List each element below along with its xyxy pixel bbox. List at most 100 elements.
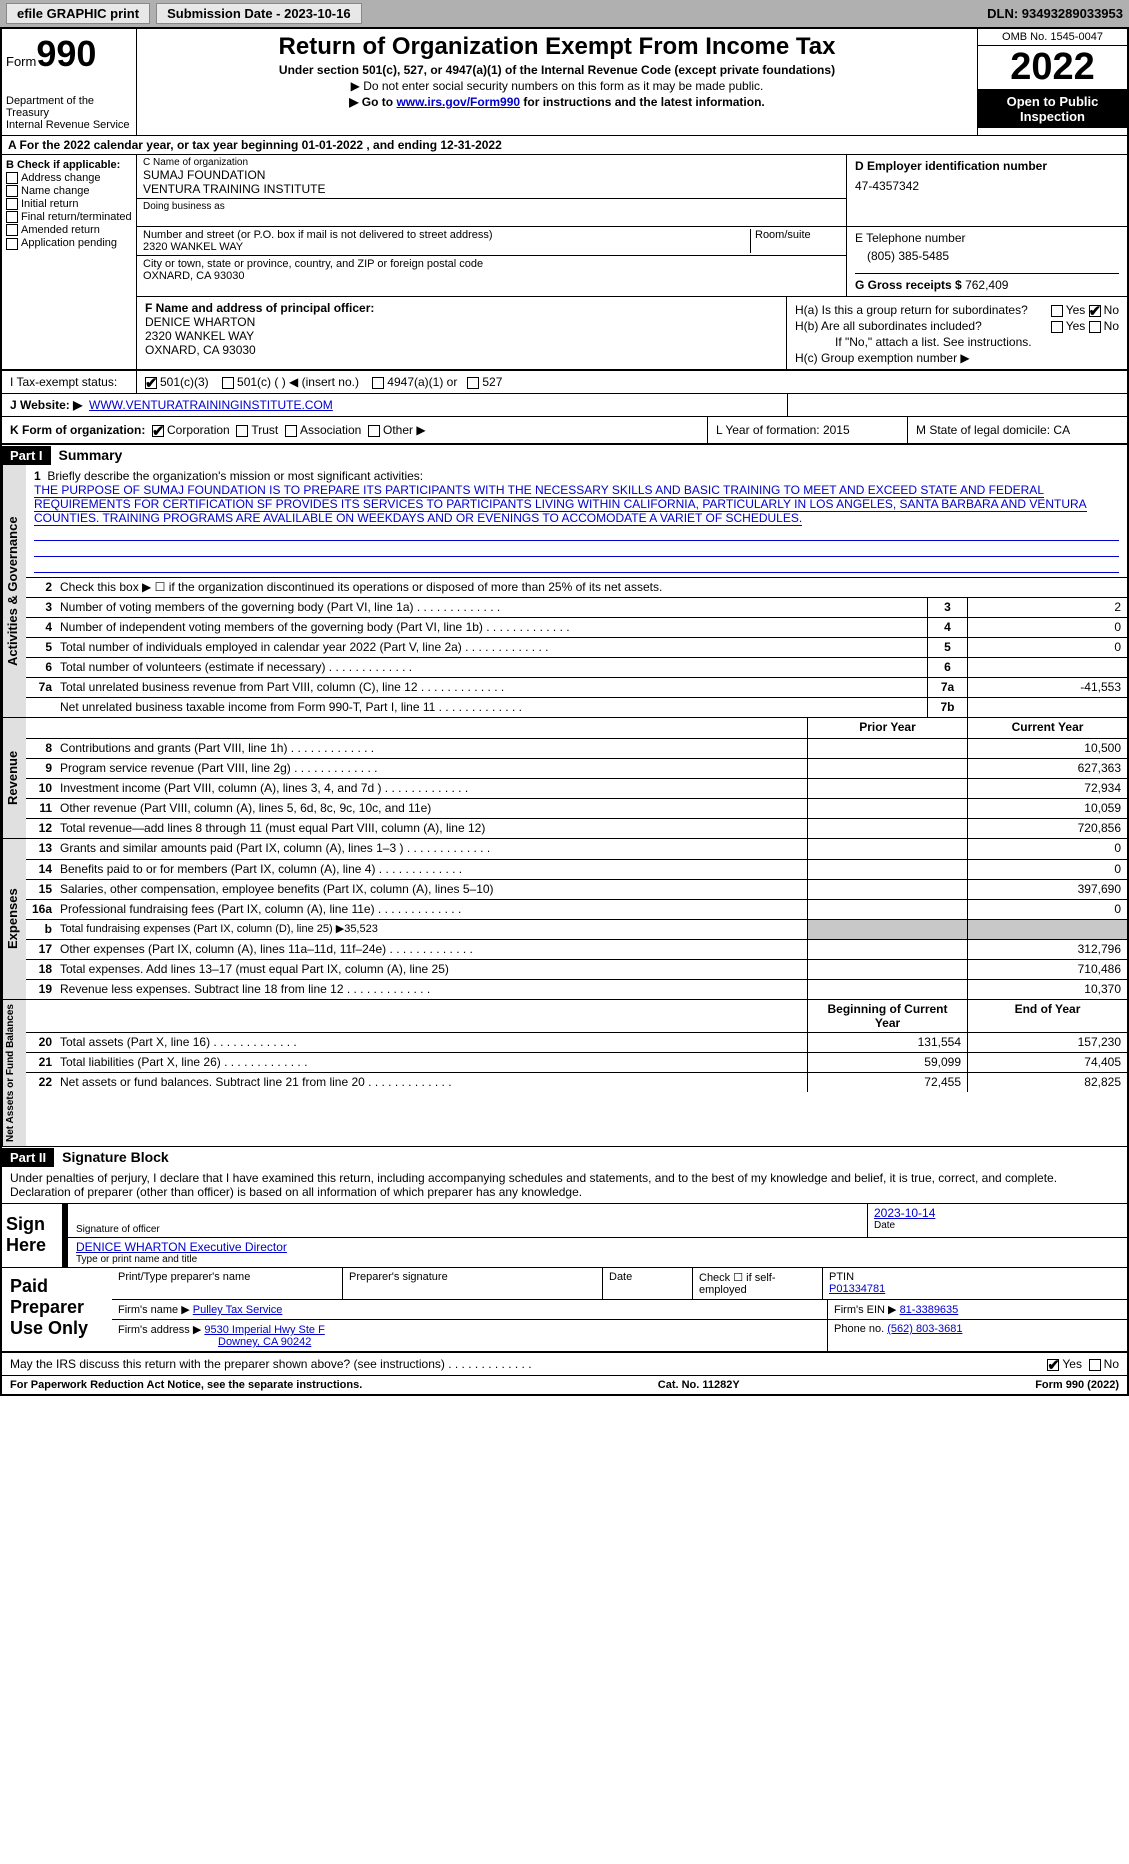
form-number: 990	[36, 33, 96, 74]
officer-name: DENICE WHARTON	[145, 315, 778, 329]
paid-preparer-label: Paid Preparer Use Only	[2, 1268, 112, 1351]
curr-year-hdr: Current Year	[967, 718, 1127, 738]
dba-label: Doing business as	[143, 201, 840, 212]
box-e-label: E Telephone number	[855, 231, 1119, 245]
name-title-label: Type or print name and title	[76, 1254, 1121, 1265]
c18: 710,486	[967, 960, 1127, 979]
discuss-label: May the IRS discuss this return with the…	[10, 1357, 532, 1371]
box-c-name-label: C Name of organization	[143, 157, 840, 168]
hb-note: If "No," attach a list. See instructions…	[795, 335, 1119, 349]
k-trust: Trust	[251, 423, 278, 437]
c10: 72,934	[967, 779, 1127, 798]
paperwork-notice: For Paperwork Reduction Act Notice, see …	[10, 1379, 362, 1391]
form-prefix: Form	[6, 54, 36, 69]
line11: Other revenue (Part VIII, column (A), li…	[56, 799, 807, 818]
sign-here-label: Sign Here	[2, 1204, 62, 1267]
501c: 501(c) ( ) ◀ (insert no.)	[237, 375, 359, 389]
beg-year-hdr: Beginning of Current Year	[807, 1000, 967, 1032]
line16b: Total fundraising expenses (Part IX, col…	[56, 920, 807, 939]
officer-addr1: 2320 WANKEL WAY	[145, 329, 778, 343]
row-a-period: A For the 2022 calendar year, or tax yea…	[2, 136, 1127, 155]
k-assoc: Association	[300, 423, 361, 437]
firm-phone-label: Phone no.	[834, 1323, 884, 1335]
open-public-badge: Open to Public Inspection	[978, 90, 1127, 128]
c15: 397,690	[967, 880, 1127, 899]
box-j-label: J Website: ▶	[10, 398, 82, 412]
efile-print-button[interactable]: efile GRAPHIC print	[6, 3, 150, 24]
sig-officer-label: Signature of officer	[76, 1224, 861, 1235]
v3: 2	[967, 598, 1127, 617]
hb-yes: Yes	[1066, 319, 1086, 333]
4947: 4947(a)(1) or	[387, 375, 457, 389]
addr-label: Number and street (or P.O. box if mail i…	[143, 229, 750, 241]
part-i-header: Part I	[2, 446, 51, 465]
form-subtitle: Under section 501(c), 527, or 4947(a)(1)…	[145, 63, 969, 77]
gross-receipts: 762,409	[965, 278, 1008, 292]
line17: Other expenses (Part IX, column (A), lin…	[56, 940, 807, 959]
ein-value: 47-4357342	[855, 179, 1119, 193]
box-g-label: G Gross receipts $	[855, 278, 962, 292]
omb-label: OMB No. 1545-0047	[978, 29, 1127, 46]
527: 527	[482, 375, 502, 389]
end-year-hdr: End of Year	[967, 1000, 1127, 1032]
website-link[interactable]: WWW.VENTURATRAININGINSTITUTE.COM	[89, 398, 333, 412]
mission-text[interactable]: THE PURPOSE OF SUMAJ FOUNDATION IS TO PR…	[34, 483, 1087, 526]
line14: Benefits paid to or for members (Part IX…	[56, 860, 807, 879]
part-i-title: Summary	[51, 445, 131, 465]
line15: Salaries, other compensation, employee b…	[56, 880, 807, 899]
city-value: OXNARD, CA 93030	[143, 270, 840, 282]
b22: 72,455	[807, 1073, 967, 1092]
cat-no: Cat. No. 11282Y	[658, 1379, 740, 1391]
line1-label: Briefly describe the organization's miss…	[47, 469, 423, 483]
c17: 312,796	[967, 940, 1127, 959]
ptin-hdr: PTIN	[829, 1271, 854, 1283]
e20: 157,230	[967, 1033, 1127, 1052]
ptin-value: P01334781	[829, 1283, 885, 1295]
ha-no: No	[1104, 303, 1119, 317]
k-corp: Corporation	[167, 423, 230, 437]
line12: Total revenue—add lines 8 through 11 (mu…	[56, 819, 807, 838]
ha-label: H(a) Is this a group return for subordin…	[795, 303, 1028, 317]
501c3: 501(c)(3)	[160, 375, 209, 389]
line21: Total liabilities (Part X, line 26)	[56, 1053, 807, 1072]
top-toolbar: efile GRAPHIC print Submission Date - 20…	[0, 0, 1129, 27]
box-k-label: K Form of organization:	[10, 423, 145, 437]
tab-activities: Activities & Governance	[2, 465, 26, 717]
prep-sig-hdr: Preparer's signature	[342, 1268, 602, 1299]
form-footer: Form 990 (2022)	[1035, 1379, 1119, 1391]
line18: Total expenses. Add lines 13–17 (must eq…	[56, 960, 807, 979]
prep-date-hdr: Date	[602, 1268, 692, 1299]
line3: Number of voting members of the governin…	[56, 598, 927, 617]
tab-revenue: Revenue	[2, 718, 26, 838]
tab-balances: Net Assets or Fund Balances	[2, 1000, 26, 1146]
line2: Check this box ▶ ☐ if the organization d…	[56, 578, 1127, 597]
line1-num: 1	[34, 469, 41, 483]
chk-address: Address change	[21, 172, 101, 184]
b21: 59,099	[807, 1053, 967, 1072]
firm-name-label: Firm's name ▶	[118, 1304, 190, 1316]
v6	[967, 658, 1127, 677]
v7a: -41,553	[967, 678, 1127, 697]
box-f-label: F Name and address of principal officer:	[145, 301, 374, 315]
dept-label: Department of the Treasury	[6, 95, 132, 119]
line5: Total number of individuals employed in …	[56, 638, 927, 657]
city-label: City or town, state or province, country…	[143, 258, 840, 270]
firm-addr-label: Firm's address ▶	[118, 1324, 201, 1336]
org-name-1: SUMAJ FOUNDATION	[143, 168, 840, 182]
irs-label: Internal Revenue Service	[6, 119, 132, 131]
submission-date-button[interactable]: Submission Date - 2023-10-16	[156, 3, 362, 24]
chk-name: Name change	[21, 185, 90, 197]
c14: 0	[967, 860, 1127, 879]
c9: 627,363	[967, 759, 1127, 778]
irs-link[interactable]: www.irs.gov/Form990	[396, 95, 520, 109]
discuss-yes: Yes	[1062, 1357, 1082, 1371]
box-d-label: D Employer identification number	[855, 159, 1047, 173]
officer-name-title: DENICE WHARTON Executive Director	[76, 1240, 287, 1254]
c11: 10,059	[967, 799, 1127, 818]
e22: 82,825	[967, 1073, 1127, 1092]
declaration-text: Under penalties of perjury, I declare th…	[2, 1167, 1127, 1204]
prior-year-hdr: Prior Year	[807, 718, 967, 738]
line10: Investment income (Part VIII, column (A)…	[56, 779, 807, 798]
c16a: 0	[967, 900, 1127, 919]
discuss-no: No	[1104, 1357, 1119, 1371]
